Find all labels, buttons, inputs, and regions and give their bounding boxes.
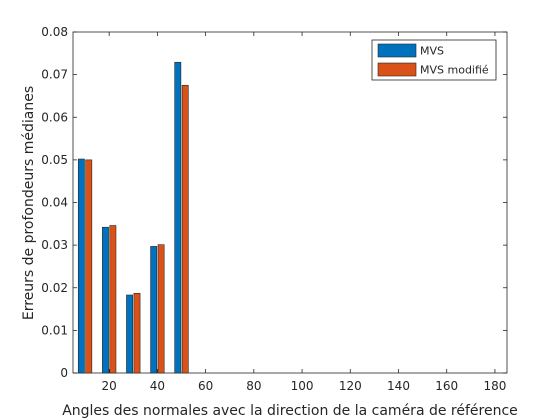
bar-mvs-modifie-20: [109, 225, 117, 374]
x-tick-label: 180: [483, 379, 506, 393]
plot-area: [72, 31, 508, 374]
y-tick-label: 0.04: [41, 196, 68, 210]
x-tick-label: 160: [435, 379, 458, 393]
y-tick-label: 0.07: [41, 68, 68, 82]
y-tick-label: 0.08: [41, 25, 68, 39]
x-tick-label: 100: [291, 379, 314, 393]
bar-mvs-modifie-30: [133, 292, 141, 374]
x-axis-label: Angles des normales avec la direction de…: [62, 403, 518, 419]
legend-label-mvs-modifie: MVS modifié: [420, 64, 489, 77]
bar-mvs-30: [126, 294, 133, 374]
y-tick-label: 0.06: [41, 110, 68, 124]
x-tick-label: 20: [102, 379, 117, 393]
x-axis-ticks: 20 40 60 80 100 120 140 160 180: [102, 32, 506, 393]
y-axis-label: Erreurs de profondeurs médianes: [21, 86, 37, 320]
bar-mvs-10: [77, 158, 85, 374]
x-tick-label: 60: [198, 379, 213, 393]
bar-mvs-50: [174, 61, 182, 374]
bar-mvs-20: [102, 226, 109, 374]
legend-swatch-mvs: [377, 43, 417, 58]
bar-mvs-modifie-10: [85, 159, 93, 374]
x-tick-label: 40: [150, 379, 165, 393]
y-tick-label: 0: [60, 366, 68, 380]
y-tick-label: 0.01: [41, 323, 68, 337]
y-tick-label: 0.02: [41, 281, 68, 295]
bar-mvs-40: [150, 246, 158, 374]
bar-mvs-modifie-40: [157, 244, 165, 374]
x-tick-label: 120: [339, 379, 362, 393]
x-tick-label: 80: [246, 379, 261, 393]
x-tick-label: 140: [387, 379, 410, 393]
bars-group: [77, 61, 189, 374]
y-tick-label: 0.03: [41, 238, 68, 252]
y-axis-ticks: 0 0.01 0.02 0.03 0.04 0.05 0.06 0.07 0.08: [41, 25, 507, 380]
y-tick-label: 0.05: [41, 153, 68, 167]
legend: MVS MVS modifié: [371, 39, 497, 81]
legend-swatch-mvs-modifie: [377, 62, 417, 77]
bar-mvs-modifie-50: [181, 84, 189, 374]
legend-label-mvs: MVS: [420, 45, 444, 58]
